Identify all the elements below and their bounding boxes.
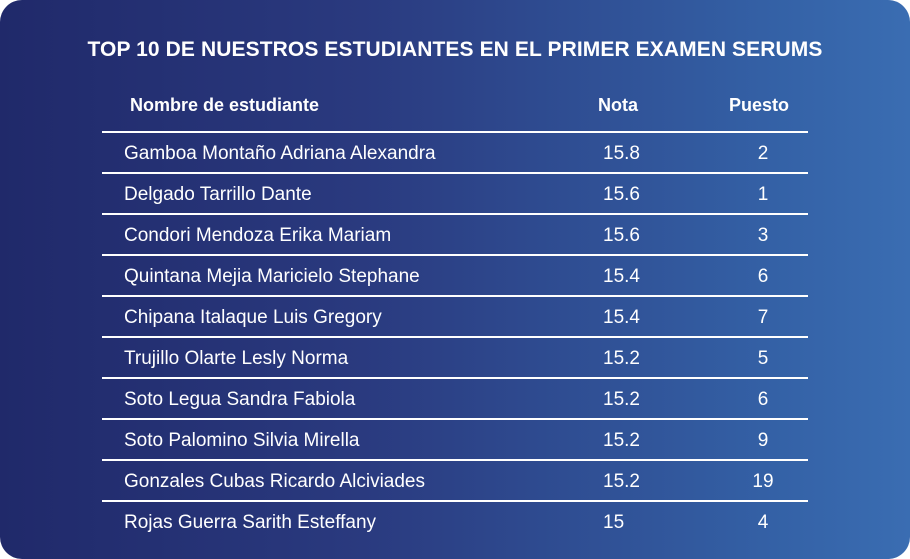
student-nota: 15.6 xyxy=(603,184,640,205)
table-row: Gamboa Montaño Adriana Alexandra 15.8 2 xyxy=(102,133,808,174)
student-nota: 15.8 xyxy=(603,143,640,164)
student-puesto: 19 xyxy=(752,471,774,492)
student-puesto: 6 xyxy=(757,389,769,410)
student-name: Chipana Italaque Luis Gregory xyxy=(124,307,382,328)
student-puesto: 7 xyxy=(757,307,769,328)
student-name: Gamboa Montaño Adriana Alexandra xyxy=(124,143,436,164)
student-name: Rojas Guerra Sarith Esteffany xyxy=(124,512,377,533)
student-nota: 15 xyxy=(603,512,625,533)
table-row: Soto Palomino Silvia Mirella 15.2 9 xyxy=(102,420,808,461)
table-row: Chipana Italaque Luis Gregory 15.4 7 xyxy=(102,297,808,338)
student-puesto: 9 xyxy=(757,430,769,451)
table-row: Soto Legua Sandra Fabiola 15.2 6 xyxy=(102,379,808,420)
student-puesto: 5 xyxy=(757,348,769,369)
student-nota: 15.6 xyxy=(603,225,640,246)
table-row: Condori Mendoza Erika Mariam 15.6 3 xyxy=(102,215,808,256)
header-nota: Nota xyxy=(598,95,638,115)
student-nota: 15.2 xyxy=(603,430,640,451)
student-name: Quintana Mejia Maricielo Stephane xyxy=(124,266,420,287)
student-puesto: 3 xyxy=(757,225,769,246)
table-row: Rojas Guerra Sarith Esteffany 15 4 xyxy=(102,502,808,541)
student-puesto: 2 xyxy=(757,143,769,164)
table-row: Gonzales Cubas Ricardo Alciviades 15.2 1… xyxy=(102,461,808,502)
student-puesto: 1 xyxy=(757,184,769,205)
student-name: Soto Palomino Silvia Mirella xyxy=(124,430,360,451)
student-name: Trujillo Olarte Lesly Norma xyxy=(124,348,349,369)
student-nota: 15.4 xyxy=(603,307,640,328)
student-nota: 15.2 xyxy=(603,471,640,492)
student-puesto: 4 xyxy=(757,512,769,533)
table-row: Trujillo Olarte Lesly Norma 15.2 5 xyxy=(102,338,808,379)
student-nota: 15.2 xyxy=(603,389,640,410)
card-title: TOP 10 DE NUESTROS ESTUDIANTES EN EL PRI… xyxy=(87,38,823,61)
student-nota: 15.2 xyxy=(603,348,640,369)
student-nota: 15.4 xyxy=(603,266,640,287)
table-header: Nombre de estudiante Nota Puesto xyxy=(102,90,808,133)
student-name: Soto Legua Sandra Fabiola xyxy=(124,389,356,410)
header-name: Nombre de estudiante xyxy=(130,95,320,115)
table-row: Quintana Mejia Maricielo Stephane 15.4 6 xyxy=(102,256,808,297)
ranking-table: Nombre de estudiante Nota Puesto Gamboa … xyxy=(102,90,808,541)
table-row: Delgado Tarrillo Dante 15.6 1 xyxy=(102,174,808,215)
header-puesto: Puesto xyxy=(729,95,790,115)
student-puesto: 6 xyxy=(757,266,769,287)
student-name: Delgado Tarrillo Dante xyxy=(124,184,312,205)
student-name: Condori Mendoza Erika Mariam xyxy=(124,225,392,246)
student-name: Gonzales Cubas Ricardo Alciviades xyxy=(124,471,425,492)
